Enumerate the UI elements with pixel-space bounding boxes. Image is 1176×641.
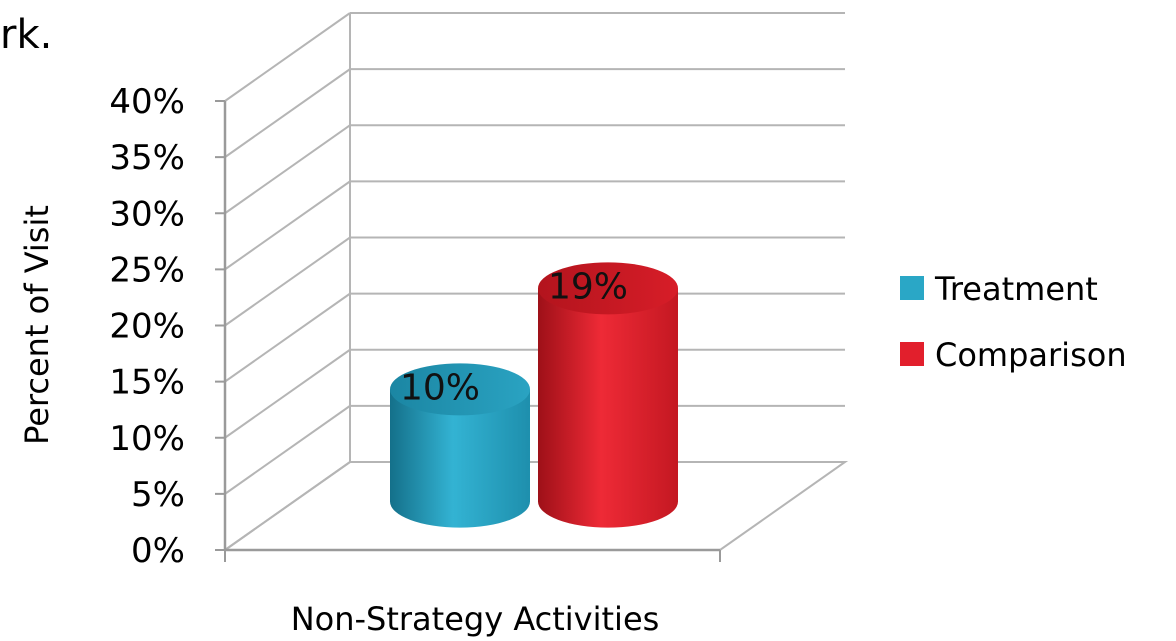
gridline-side	[224, 124, 351, 215]
data-label-treatment: 10%	[400, 367, 480, 408]
y-tick-label: 10%	[109, 419, 185, 459]
bar-top-treatment	[390, 363, 530, 416]
y-tick-label: 30%	[109, 194, 185, 234]
bar-comparison	[538, 288, 678, 528]
legend-swatch-treatment	[900, 276, 924, 300]
x-category-label: Non-Strategy Activities	[291, 600, 660, 638]
y-tick-label: 15%	[109, 363, 185, 403]
gridline-side	[224, 180, 351, 271]
legend: Treatment Comparison	[900, 270, 1127, 374]
bar-top-comparison	[538, 262, 678, 315]
y-tick-label: 35%	[109, 138, 185, 178]
gridline-side	[224, 236, 351, 327]
data-label-comparison: 19%	[548, 266, 628, 307]
gridline-side	[224, 12, 351, 102]
y-axis-title: Percent of Visit	[18, 205, 56, 445]
bars	[390, 262, 678, 528]
y-tick-label: 25%	[109, 250, 185, 290]
y-tick-labels: 0% 5% 10% 15% 20% 25% 30% 35% 40%	[109, 82, 185, 571]
axes	[215, 100, 721, 562]
y-tick-label: 5%	[131, 475, 185, 515]
gridline-side	[224, 68, 351, 158]
data-labels: 10% 19%	[400, 266, 628, 408]
y-tick-label: 20%	[109, 307, 185, 347]
y-tick-label: 40%	[109, 82, 185, 122]
gridline-side	[224, 348, 351, 439]
gridline-side	[224, 292, 351, 383]
cropped-slide-text: rk.	[0, 12, 53, 58]
gridlines	[221, 12, 849, 551]
floor	[221, 461, 849, 551]
legend-swatch-comparison	[900, 342, 924, 366]
legend-label-treatment: Treatment	[934, 270, 1098, 308]
gridline-side	[224, 405, 351, 495]
legend-label-comparison: Comparison	[935, 336, 1127, 374]
y-tick-label: 0%	[131, 531, 185, 571]
bar-treatment	[390, 389, 530, 528]
